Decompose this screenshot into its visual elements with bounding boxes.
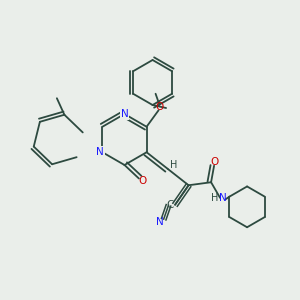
Text: O: O <box>139 176 147 186</box>
Text: H: H <box>170 160 178 170</box>
Text: O: O <box>155 102 164 112</box>
Text: N: N <box>96 147 104 157</box>
Text: N: N <box>156 217 164 226</box>
Text: N: N <box>121 109 128 119</box>
Text: N: N <box>219 194 226 203</box>
Text: C: C <box>166 200 174 210</box>
Text: H: H <box>211 194 218 203</box>
Text: O: O <box>210 157 218 167</box>
